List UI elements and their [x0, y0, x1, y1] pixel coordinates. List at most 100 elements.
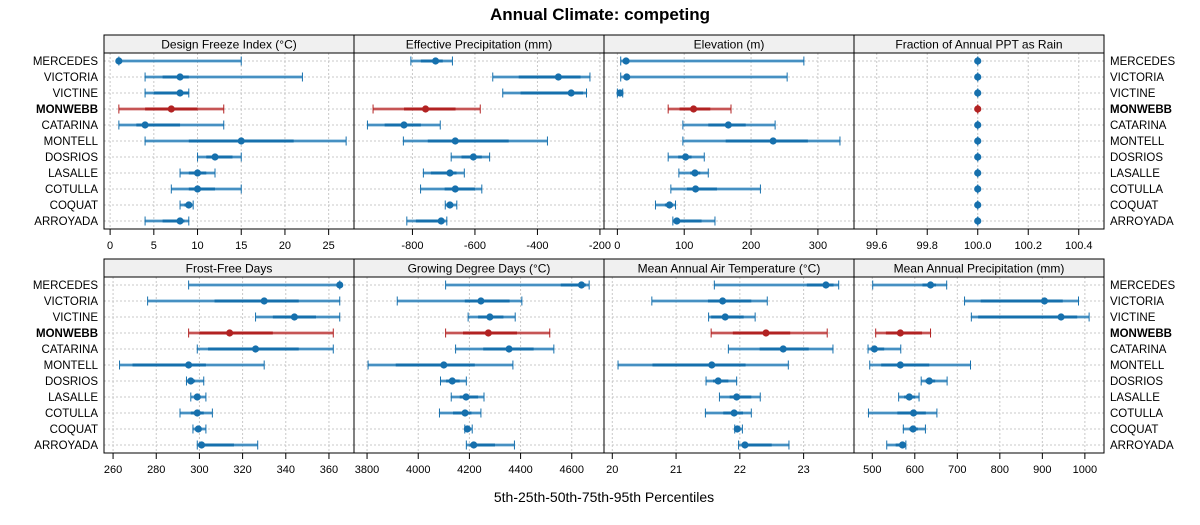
- x-tick-label: 4200: [457, 464, 481, 476]
- median-point: [974, 89, 982, 97]
- category-label-monwebb: MONWEBB: [36, 104, 98, 116]
- interval-mercedes: [713, 280, 840, 290]
- interval-lasalle: [422, 168, 465, 178]
- interval-mercedes: [445, 280, 590, 290]
- median-point: [193, 393, 201, 401]
- x-tick-label: -200: [589, 240, 611, 252]
- median-point: [974, 137, 982, 145]
- category-label-victine: VICTINE: [53, 88, 99, 100]
- x-tick-label: 20: [606, 464, 618, 476]
- interval-catarina: [455, 344, 555, 354]
- interval-coquat: [654, 200, 677, 210]
- category-label-victoria: VICTORIA: [44, 296, 98, 308]
- interval-dosrios: [185, 376, 205, 386]
- median-point: [431, 57, 440, 65]
- category-label-dosrios: DOSRIOS: [1110, 376, 1163, 388]
- category-label-catarina: CATARINA: [42, 344, 99, 356]
- interval-mercedes: [188, 280, 344, 290]
- x-tick-label: 300: [809, 240, 827, 252]
- panel-elevation-m: Elevation (m) 0 100 200 300: [603, 34, 855, 252]
- panel-frost-free-days: Frost-Free Days 260 280 300 320 340 360: [103, 258, 355, 476]
- interval-montell: [617, 360, 789, 370]
- interval-mercedes: [974, 56, 982, 66]
- category-label-lasalle: LASALLE: [1110, 168, 1160, 180]
- median-point: [193, 185, 202, 193]
- category-label-cotulla: COTULLA: [45, 408, 98, 420]
- median-point: [691, 169, 699, 177]
- category-label-cotulla: COTULLA: [45, 184, 98, 196]
- median-point: [896, 361, 904, 369]
- interval-arroyada: [196, 440, 259, 450]
- median-point: [567, 89, 575, 97]
- median-point: [463, 425, 471, 433]
- interval-arroyada: [974, 216, 982, 226]
- interval-victoria: [651, 296, 768, 306]
- x-tick-label: 1000: [1073, 464, 1097, 476]
- median-point: [446, 169, 454, 177]
- interval-dosrios: [974, 152, 982, 162]
- interval-monwebb: [188, 328, 334, 338]
- interval-catarina: [118, 120, 225, 130]
- interval-dosrios: [197, 152, 242, 162]
- category-label-monwebb: MONWEBB: [1110, 104, 1172, 116]
- category-label-montell: MONTELL: [1110, 360, 1165, 372]
- interval-victine: [255, 312, 341, 322]
- interval-arroyada: [738, 440, 790, 450]
- interval-monwebb: [710, 328, 828, 338]
- median-point: [470, 441, 478, 449]
- median-point: [290, 313, 299, 321]
- interval-coquat: [733, 424, 743, 434]
- interval-monwebb: [875, 328, 932, 338]
- category-label-lasalle: LASALLE: [48, 168, 98, 180]
- interval-cotulla: [438, 408, 482, 418]
- median-point: [974, 169, 982, 177]
- median-point: [176, 89, 184, 97]
- interval-cotulla: [670, 184, 761, 194]
- median-point: [714, 377, 722, 385]
- median-point: [974, 105, 982, 113]
- median-point: [187, 377, 195, 385]
- median-point: [400, 121, 408, 129]
- interval-victoria: [396, 296, 523, 306]
- interval-cotulla: [179, 408, 213, 418]
- x-tick-label: 4000: [406, 464, 430, 476]
- x-tick-label: 280: [147, 464, 165, 476]
- x-tick-label: 23: [797, 464, 809, 476]
- category-label-mercedes: MERCEDES: [1110, 280, 1176, 292]
- x-tick-label: 360: [320, 464, 338, 476]
- median-point: [974, 121, 982, 129]
- category-label-mercedes: MERCEDES: [1110, 56, 1176, 68]
- x-tick-label: 0: [107, 240, 113, 252]
- interval-catarina: [196, 344, 334, 354]
- interval-cotulla: [704, 408, 752, 418]
- median-point: [505, 345, 513, 353]
- median-point: [721, 313, 729, 321]
- median-point: [719, 297, 727, 305]
- x-tick-label: 20: [279, 240, 291, 252]
- interval-victine: [502, 88, 587, 98]
- median-point: [486, 313, 494, 321]
- category-label-victoria: VICTORIA: [1110, 72, 1164, 84]
- x-tick-label: 300: [190, 464, 208, 476]
- median-point: [461, 409, 469, 417]
- interval-dosrios: [705, 376, 738, 386]
- x-tick-label: 25: [323, 240, 335, 252]
- interval-dosrios: [667, 152, 705, 162]
- median-point: [446, 201, 454, 209]
- interval-mercedes: [410, 56, 453, 66]
- category-label-victoria: VICTORIA: [44, 72, 98, 84]
- interval-montell: [869, 360, 971, 370]
- median-point: [898, 441, 907, 449]
- median-point: [1040, 297, 1049, 305]
- category-label-lasalle: LASALLE: [48, 392, 98, 404]
- median-point: [665, 201, 674, 209]
- panel-strip-title: Frost-Free Days: [186, 262, 273, 276]
- x-tick-label: 500: [863, 464, 881, 476]
- median-point: [909, 409, 918, 417]
- x-tick-label: 100.2: [1014, 240, 1042, 252]
- median-point: [193, 169, 202, 177]
- x-tick-label: 4600: [560, 464, 584, 476]
- interval-lasalle: [718, 392, 761, 402]
- median-point: [554, 73, 562, 81]
- x-tick-label: 600: [906, 464, 924, 476]
